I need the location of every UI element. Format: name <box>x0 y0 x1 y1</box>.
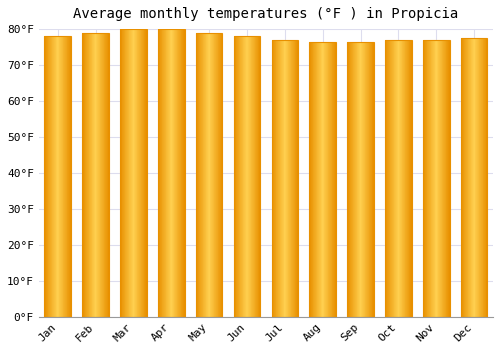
Bar <box>120 29 146 317</box>
Bar <box>196 33 222 317</box>
Bar <box>272 40 298 317</box>
Bar <box>385 40 411 317</box>
Bar <box>44 36 71 317</box>
Bar <box>423 40 450 317</box>
Bar <box>348 42 374 317</box>
Bar <box>310 42 336 317</box>
Bar <box>234 36 260 317</box>
Bar <box>82 33 109 317</box>
Title: Average monthly temperatures (°F ) in Propicia: Average monthly temperatures (°F ) in Pr… <box>74 7 458 21</box>
Bar <box>461 38 487 317</box>
Bar <box>158 29 184 317</box>
